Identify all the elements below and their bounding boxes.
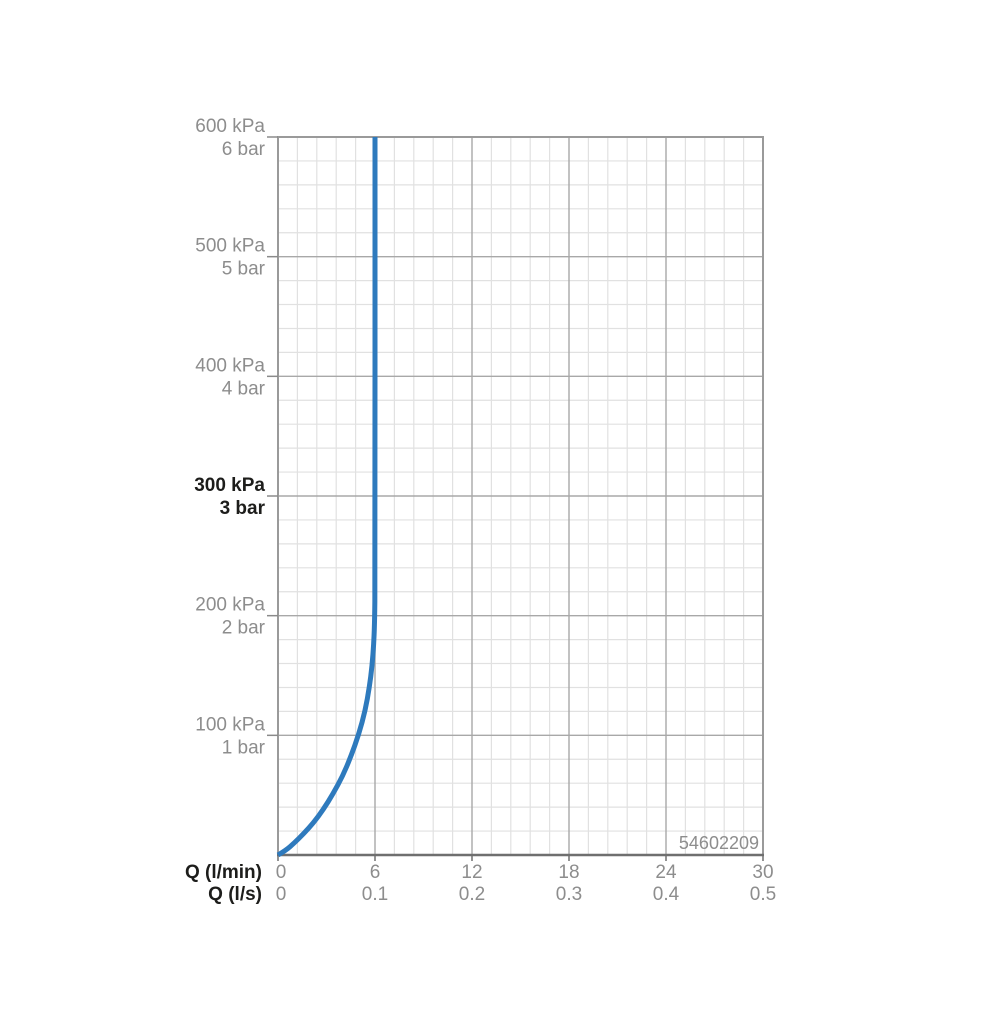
x-tick-label: 0.3 — [556, 884, 582, 905]
y-tick-label-kpa: 600 kPa — [195, 116, 265, 137]
y-tick-label-bar: 5 bar — [222, 259, 266, 280]
x-tick-label: 12 — [461, 862, 482, 883]
y-tick-label-bar: 3 bar — [220, 498, 266, 519]
y-tick-label-kpa: 400 kPa — [195, 355, 265, 376]
y-tick-label-bar: 1 bar — [222, 737, 266, 758]
x-tick-label: 0.1 — [362, 884, 388, 905]
x-tick-label: 0.2 — [459, 884, 485, 905]
y-tick-label-kpa: 500 kPa — [195, 236, 265, 257]
x-tick-label: 18 — [558, 862, 579, 883]
flow-pressure-curve — [276, 137, 378, 858]
y-tick-label-bar: 4 bar — [222, 378, 266, 399]
x-axis-caption-lmin: Q (l/min) — [185, 862, 262, 883]
x-tick-label: 0 — [276, 884, 287, 905]
x-tick-label: 0.4 — [653, 884, 680, 905]
x-tick-label: 0.5 — [750, 884, 776, 905]
x-tick-label: 30 — [752, 862, 773, 883]
product-code: 54602209 — [679, 833, 759, 853]
y-tick-label-bar: 6 bar — [222, 139, 266, 160]
y-tick-label-kpa: 200 kPa — [195, 595, 265, 616]
y-tick-label-kpa: 100 kPa — [195, 714, 265, 735]
y-tick-label-kpa: 300 kPa — [194, 475, 265, 496]
x-tick-label: 24 — [655, 862, 677, 883]
x-tick-label: 6 — [370, 862, 381, 883]
x-axis-caption-ls: Q (l/s) — [208, 884, 262, 905]
x-tick-label: 0 — [276, 862, 287, 883]
y-tick-label-bar: 2 bar — [222, 618, 266, 639]
